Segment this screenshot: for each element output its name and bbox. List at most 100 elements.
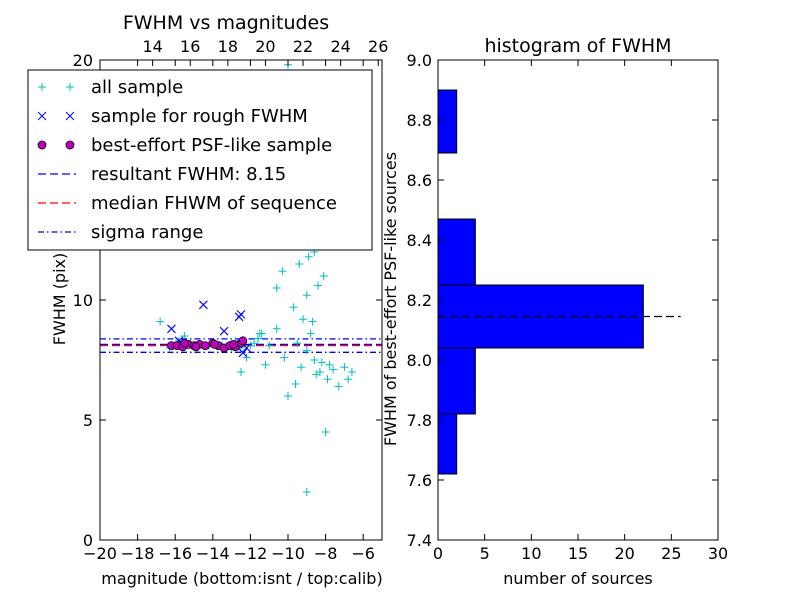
left-top-x-tick-label: 24 [330,37,350,56]
right-x-tick-label: 0 [433,544,443,563]
all-sample-point [302,346,311,355]
rough-fwhm-point [199,300,208,310]
legend-entry: resultant FWHM: 8.15 [38,164,286,185]
right-panel: histogram of FWHM 0 5 10 15 20 25 30 7.4 7.6 7.8 8… [381,35,728,588]
rough-fwhm-point-b [219,326,229,336]
all-sample-point [314,281,323,290]
all-sample-point [265,341,274,350]
all-sample-point [319,272,328,280]
left-top-x-tick-label: 22 [293,37,313,56]
legend-marker-circle [65,140,75,150]
all-sample-point [329,365,338,374]
left-x-tick-label: −20 [83,544,117,563]
left-x-axis-label: magnitude (bottom:isnt / top:calib) [101,569,382,588]
legend-entry-label: all sample [91,77,183,98]
legend-entry-label: sample for rough FWHM [91,106,308,127]
left-top-x-tick-label: 18 [218,37,238,56]
all-sample-point [347,368,356,376]
all-sample-point [291,380,300,388]
legend-marker-circle [37,140,47,150]
left-y-tick-label: 0 [83,531,93,550]
all-sample-point [310,356,319,364]
right-x-tick-label: 5 [480,544,490,563]
rough-fwhm-point-b [238,348,248,358]
left-y-axis-label: FWHM (pix) [50,253,69,346]
all-sample-point [344,375,353,384]
right-y-tick-label: 7.6 [407,471,432,490]
rough-fwhm-point-b [167,324,176,334]
rough-fwhm-point [167,324,176,334]
psf-like-point [200,341,210,351]
all-sample-point [325,360,334,369]
left-x-tick-label: −18 [121,544,155,563]
psf-like-point [210,339,220,349]
right-y-tick-label: 9.0 [407,51,432,70]
right-y-axis-label: FWHM of best-effort PSF-like sources [381,152,400,446]
all-sample-point [272,324,281,333]
legend-entry: sample for rough FWHM [37,106,308,127]
legend-entry: sigma range [38,222,203,243]
all-sample-point [321,428,330,436]
left-x-tick-label: −8 [314,544,338,563]
right-x-tick-label: 25 [661,544,681,563]
all-sample-point [302,488,311,496]
histogram-bar [437,347,476,415]
left-plot-area: −20 −18 −16 −14 −12 −10 −8 −6 14 16 18 20 22 24 26 0 5 10… [73,37,389,563]
right-x-tick-label: 15 [568,544,588,563]
right-plot-area: 0 5 10 15 20 25 30 7.4 7.6 7.8 8.0 8.2 8.4 8.6 8.8 9.0 [407,51,729,563]
all-sample-point [180,332,189,340]
legend-entry: best-effort PSF-like sample [37,135,332,156]
right-y-tick-label: 8.4 [407,231,432,250]
rough-fwhm-point-b [236,310,246,319]
histogram-bar [437,218,476,286]
psf-like-point [191,342,201,352]
right-x-tick-label: 20 [614,544,634,563]
all-sample-point [297,363,306,372]
rough-fwhm-point-b [199,300,208,310]
right-y-tick-label: 8.8 [407,111,432,130]
right-y-tick-label: 8.6 [407,171,432,190]
left-x-tick-label: −16 [158,544,192,563]
all-sample-point [295,260,304,268]
all-sample-point [284,392,292,400]
right-y-tick-label: 7.8 [407,411,432,430]
right-chart-title: histogram of FWHM [484,35,671,57]
all-sample-point [299,315,308,324]
legend-entry: all sample [38,77,183,98]
all-sample-point [308,317,317,326]
legend-marker-x-b [65,111,75,121]
all-sample-point [257,329,266,338]
all-sample-point [304,252,313,261]
right-x-tick-label: 30 [708,544,728,563]
left-y-tick-label: 20 [73,51,93,70]
all-sample-point [253,334,262,343]
legend-marker-x-b [37,111,47,121]
left-top-x-tick-label: 26 [368,37,388,56]
right-y-tick-label: 8.0 [407,351,432,370]
left-panel: FWHM vs magnitudes −20 −18 −16 −14 −12 −10 −8−… [27,12,389,588]
all-sample-point [278,267,287,276]
rough-fwhm-point [219,326,229,336]
left-y-tick-label: 10 [73,291,93,310]
psf-like-point [238,336,248,346]
left-x-tick-label: −6 [351,544,375,563]
left-chart-title: FWHM vs magnitudes [123,12,329,34]
legend-entry: median FHWM of sequence [38,193,337,214]
all-sample-point [272,284,281,292]
right-y-tick-label: 8.2 [407,291,432,310]
all-sample-point [246,341,255,350]
left-x-tick-label: −10 [271,544,305,563]
right-y-tick-label: 7.4 [407,531,432,550]
legend-box [27,69,373,251]
legend-entry-label: best-effort PSF-like sample [91,135,332,156]
all-sample-point [315,368,324,376]
legend-entry-label: resultant FWHM: 8.15 [91,164,286,185]
all-sample-point [317,358,326,367]
rough-fwhm-point [238,348,248,358]
all-sample-point [302,291,311,300]
all-sample-point [261,360,270,369]
all-sample-point [242,353,251,362]
rough-fwhm-point [236,310,246,319]
legend-entries: all sample sample for rough FWHM best-effo… [37,77,337,243]
